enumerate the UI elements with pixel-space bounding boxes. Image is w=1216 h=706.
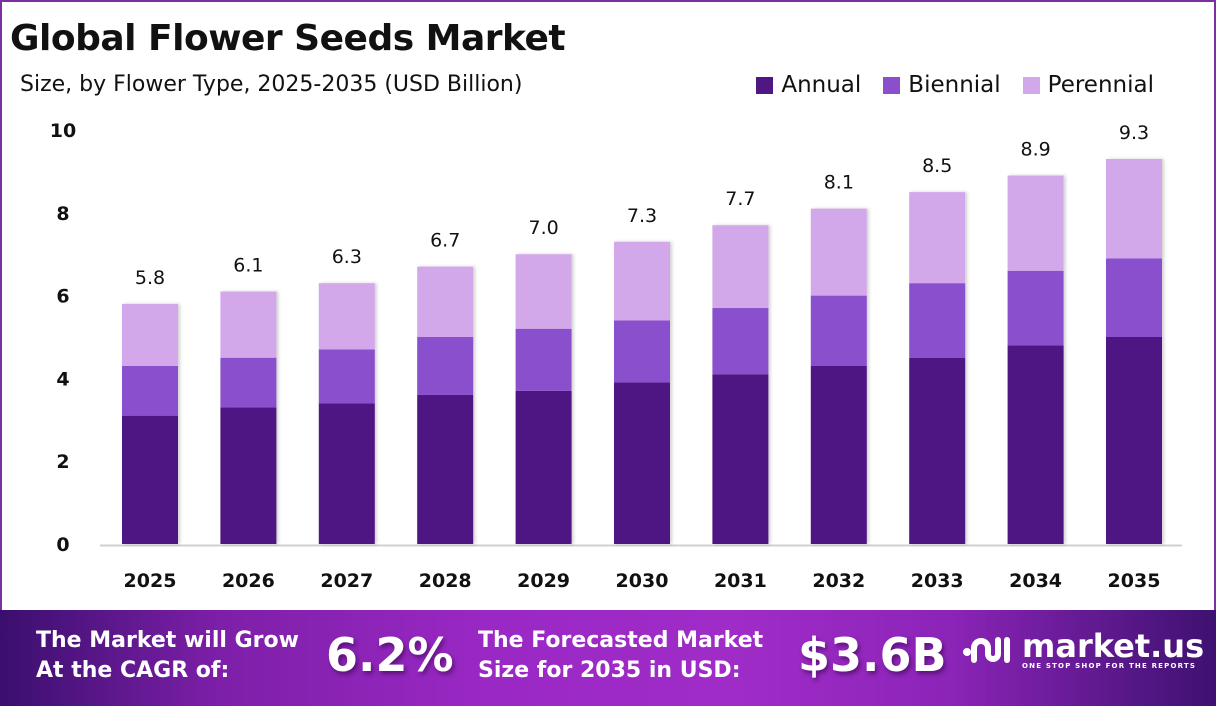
bar-segment-annual-2032 bbox=[810, 365, 867, 544]
market-us-logo-icon bbox=[963, 637, 1010, 663]
bar-segment-perennial-2032 bbox=[810, 208, 867, 296]
bar-segment-biennial-2026 bbox=[220, 357, 277, 408]
bar-segment-perennial-2030 bbox=[614, 241, 670, 321]
bar-stack-2027 bbox=[318, 283, 375, 544]
bar-segment-perennial-2033 bbox=[909, 192, 966, 284]
y-tick-label: 2 bbox=[56, 451, 69, 473]
bar-segment-biennial-2029 bbox=[515, 328, 572, 391]
total-value-label: 8.5 bbox=[922, 155, 952, 177]
cagr-caption: The Market will Grow At the CAGR of: bbox=[36, 626, 299, 686]
stacked-bar-chart: 0 2 4 6 8 10 5.8 2025 6.1 2026 6.3 2027 6.7 2028 7.0 20… bbox=[50, 120, 1182, 592]
logo-wordmark: market.us bbox=[1022, 627, 1205, 665]
bar-stack-2034 bbox=[1007, 175, 1064, 544]
total-value-label: 6.1 bbox=[233, 254, 263, 276]
chart-subtitle: Size, by Flower Type, 2025-2035 (USD Bil… bbox=[20, 72, 523, 97]
total-value-label: 7.7 bbox=[725, 188, 755, 210]
bar-segment-perennial-2029 bbox=[515, 254, 572, 329]
bar-segment-biennial-2030 bbox=[614, 320, 670, 383]
bar-segment-perennial-2027 bbox=[318, 283, 375, 350]
y-tick-label: 8 bbox=[56, 203, 69, 225]
bar-segment-biennial-2027 bbox=[318, 349, 375, 404]
bar-segment-annual-2026 bbox=[220, 407, 277, 544]
x-tick-label: 2032 bbox=[812, 570, 865, 592]
bar-segment-biennial-2033 bbox=[909, 283, 966, 358]
legend-item-annual: Annual bbox=[756, 72, 861, 98]
bar-stack-2029 bbox=[515, 254, 572, 544]
legend-swatch-annual bbox=[756, 76, 774, 94]
x-tick-label: 2030 bbox=[616, 570, 669, 592]
bar-segment-perennial-2034 bbox=[1007, 175, 1064, 271]
bar-segment-perennial-2031 bbox=[712, 225, 769, 309]
total-value-label: 6.3 bbox=[332, 246, 362, 268]
bar-segment-perennial-2025 bbox=[122, 303, 178, 366]
legend-item-biennial: Biennial bbox=[883, 72, 1001, 98]
total-value-label: 8.1 bbox=[824, 172, 854, 194]
bar-segment-annual-2031 bbox=[712, 374, 769, 544]
bar-segment-perennial-2028 bbox=[417, 266, 474, 337]
x-tick-label: 2028 bbox=[419, 570, 472, 592]
bar-segment-perennial-2026 bbox=[220, 291, 277, 358]
y-tick-label: 0 bbox=[56, 534, 69, 556]
legend-item-perennial: Perennial bbox=[1022, 72, 1154, 98]
total-value-label: 7.0 bbox=[528, 217, 558, 239]
cagr-caption-line2: At the CAGR of: bbox=[36, 658, 230, 683]
logo-tagline: ONE STOP SHOP FOR THE REPORTS bbox=[1022, 662, 1197, 670]
forecast-caption-line2: Size for 2035 in USD: bbox=[478, 658, 741, 683]
total-value-label: 5.8 bbox=[135, 267, 165, 289]
bar-stack-2035 bbox=[1106, 158, 1162, 544]
y-tick-label: 10 bbox=[50, 120, 76, 142]
x-tick-label: 2034 bbox=[1009, 570, 1062, 592]
x-tick-label: 2031 bbox=[714, 570, 767, 592]
bar-stack-2032 bbox=[810, 208, 867, 544]
legend-label-annual: Annual bbox=[781, 72, 862, 98]
bar-stack-2026 bbox=[220, 291, 277, 544]
cagr-caption-line1: The Market will Grow bbox=[36, 628, 299, 653]
bar-stack-2028 bbox=[417, 266, 474, 544]
x-tick-label: 2026 bbox=[222, 570, 275, 592]
x-tick-label: 2029 bbox=[517, 570, 570, 592]
bar-segment-biennial-2025 bbox=[122, 365, 178, 416]
total-value-label: 9.3 bbox=[1119, 122, 1149, 144]
cagr-value: 6.2% bbox=[326, 628, 454, 682]
forecast-value: $3.6B bbox=[798, 628, 947, 682]
total-value-label: 8.9 bbox=[1020, 139, 1050, 161]
chart-title: Global Flower Seeds Market bbox=[10, 18, 566, 59]
y-tick-label: 4 bbox=[56, 368, 69, 390]
x-tick-label: 2027 bbox=[320, 570, 373, 592]
legend-label-biennial: Biennial bbox=[908, 72, 1001, 98]
total-value-label: 6.7 bbox=[430, 230, 460, 252]
bar-segment-annual-2034 bbox=[1007, 345, 1064, 544]
y-tick-label: 6 bbox=[56, 286, 69, 308]
bar-segment-annual-2035 bbox=[1106, 337, 1162, 544]
x-tick-label: 2033 bbox=[911, 570, 964, 592]
total-value-label: 7.3 bbox=[627, 205, 657, 227]
bar-segment-perennial-2035 bbox=[1106, 158, 1162, 259]
bar-stack-2031 bbox=[712, 225, 769, 544]
brand-logo: market.us ONE STOP SHOP FOR THE REPORTS bbox=[962, 630, 1204, 670]
bar-segment-biennial-2031 bbox=[712, 308, 769, 375]
bar-segment-annual-2025 bbox=[122, 415, 178, 544]
bar-segment-biennial-2034 bbox=[1007, 270, 1064, 346]
bar-segment-annual-2029 bbox=[515, 390, 572, 544]
bar-segment-biennial-2032 bbox=[810, 295, 867, 366]
forecast-caption: The Forecasted Market Size for 2035 in U… bbox=[478, 626, 763, 686]
bar-stack-2033 bbox=[909, 192, 966, 544]
legend: Annual Biennial Perennial bbox=[756, 72, 1154, 98]
bar-segment-biennial-2028 bbox=[417, 337, 474, 395]
footer-banner: The Market will Grow At the CAGR of: 6.2… bbox=[0, 610, 1216, 706]
x-tick-label: 2025 bbox=[124, 570, 177, 592]
bar-segment-annual-2028 bbox=[417, 394, 474, 544]
bar-segment-annual-2027 bbox=[318, 403, 375, 544]
bar-stack-2030 bbox=[614, 241, 670, 544]
forecast-caption-line1: The Forecasted Market bbox=[478, 628, 764, 653]
legend-label-perennial: Perennial bbox=[1047, 72, 1154, 98]
legend-swatch-perennial bbox=[1022, 76, 1040, 94]
bar-segment-annual-2033 bbox=[909, 357, 966, 544]
legend-swatch-biennial bbox=[883, 76, 901, 94]
bar-segment-biennial-2035 bbox=[1106, 258, 1162, 337]
bar-stack-2025 bbox=[122, 303, 178, 544]
bar-segment-annual-2030 bbox=[614, 382, 670, 544]
x-tick-label: 2035 bbox=[1108, 570, 1161, 592]
